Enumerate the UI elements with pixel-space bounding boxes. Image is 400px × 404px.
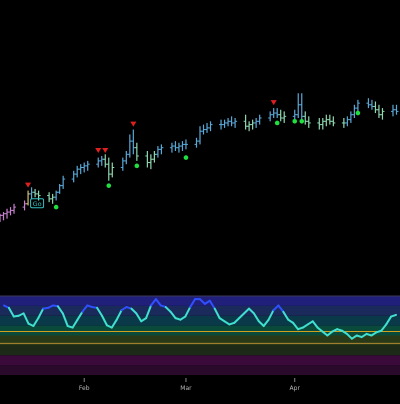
oscillator-line-segment xyxy=(164,306,172,313)
oscillator-line-segment xyxy=(150,298,157,307)
oscillator-line-segment xyxy=(233,317,241,324)
ohlc-bar xyxy=(110,162,115,178)
oscillator-line-segment xyxy=(184,306,192,318)
oscillator-line-segment xyxy=(257,320,265,328)
oscillator-line-segment xyxy=(248,307,255,315)
go-signal-label: Go xyxy=(33,200,42,208)
oscillator-band xyxy=(0,355,400,366)
oscillator-line-segment xyxy=(380,323,388,332)
oscillator-line-segment xyxy=(238,312,246,320)
oscillator-line-segment xyxy=(282,310,290,321)
oscillator-line-segment xyxy=(96,306,103,317)
oscillator-line-segment xyxy=(145,304,152,320)
ohlc-bar xyxy=(61,175,66,189)
oscillator-line-segment xyxy=(321,330,329,337)
sell-signal-triangle xyxy=(25,182,32,188)
ohlc-bar xyxy=(183,139,188,150)
oscillator-line-segment xyxy=(32,317,40,328)
oscillator-line-segment xyxy=(115,309,123,321)
oscillator-line-segment xyxy=(81,304,89,313)
ohlc-bar xyxy=(12,203,17,214)
oscillator-line-segment xyxy=(56,305,64,315)
oscillator-line-segment xyxy=(154,298,162,307)
oscillator-line-segment xyxy=(101,314,108,327)
oscillator-line-segment xyxy=(208,299,216,310)
ohlc-bar xyxy=(331,116,336,127)
oscillator-band xyxy=(0,296,400,306)
oscillator-line-segment xyxy=(243,307,250,315)
oscillator-band xyxy=(0,305,400,316)
price-pane: Go xyxy=(0,93,399,222)
oscillator-band xyxy=(0,345,400,356)
oscillator-line-segment xyxy=(37,307,45,320)
oscillator-line-segment xyxy=(76,310,84,321)
oscillator-line-segment xyxy=(110,318,118,329)
oscillator-line-segment xyxy=(213,307,221,320)
oscillator-line-segment xyxy=(22,312,30,325)
oscillator-band xyxy=(0,335,400,346)
oscillator-line-segment xyxy=(311,320,319,329)
oscillator-band xyxy=(0,315,400,326)
buy-signal-dot xyxy=(299,119,305,124)
buy-signal-dot xyxy=(183,155,189,160)
oscillator-line-segment xyxy=(189,298,197,309)
oscillator-line-segment xyxy=(267,309,275,321)
x-axis-tick-label: Feb xyxy=(79,385,90,392)
ohlc-bar xyxy=(233,118,238,128)
oscillator-band xyxy=(0,325,400,336)
oscillator-line-segment xyxy=(385,315,393,326)
ohlc-bar xyxy=(394,104,399,115)
oscillator-line-segment xyxy=(292,321,299,331)
oscillator-line-segment xyxy=(61,312,69,328)
buy-signal-dot xyxy=(106,183,112,188)
ohlc-bar xyxy=(380,108,385,120)
ohlc-bar xyxy=(208,121,213,132)
x-axis-tick-label: Mar xyxy=(180,385,192,392)
x-axis-tick-label: Apr xyxy=(290,385,301,392)
oscillator-line-segment xyxy=(326,330,334,337)
oscillator-line-segment xyxy=(252,312,260,323)
oscillator-line-segment xyxy=(272,304,280,312)
go-signal: Go xyxy=(30,198,45,209)
oscillator-line-segment xyxy=(346,332,353,340)
buy-signal-dot xyxy=(274,120,280,126)
oscillator-line-segment xyxy=(316,326,324,333)
sell-signal-triangle xyxy=(270,100,277,106)
sell-signal-triangle xyxy=(95,148,102,153)
ohlc-bar xyxy=(257,114,262,125)
sell-signal-triangle xyxy=(130,121,137,127)
sell-signal-triangle xyxy=(102,148,109,153)
go-signal-box xyxy=(30,198,45,209)
oscillator-line-segment xyxy=(71,318,79,329)
buy-signal-dot xyxy=(53,204,59,210)
oscillator-line-segment xyxy=(262,318,270,328)
oscillator-band xyxy=(0,365,400,375)
oscillator-line-segment xyxy=(130,307,138,315)
ohlc-bar xyxy=(159,144,164,155)
oscillator-line-segment xyxy=(169,310,177,320)
oscillator-line-segment xyxy=(199,298,206,305)
oscillator-line-segment xyxy=(7,306,15,318)
buy-signal-dot xyxy=(292,119,298,124)
x-axis: Feb Mar Apr xyxy=(79,378,301,392)
ohlc-bar xyxy=(85,160,90,171)
oscillator-line-segment xyxy=(135,312,143,323)
buy-signal-dot xyxy=(134,163,140,169)
buy-signal-dot xyxy=(355,110,361,116)
ohlc-bar xyxy=(355,99,360,112)
oscillator-line-segment xyxy=(277,304,285,313)
oscillator-line-segment xyxy=(390,313,397,318)
oscillator-pane xyxy=(0,295,400,375)
ohlc-bar xyxy=(134,142,139,161)
ohlc-bar xyxy=(282,111,287,123)
ohlc-bar xyxy=(306,116,311,128)
